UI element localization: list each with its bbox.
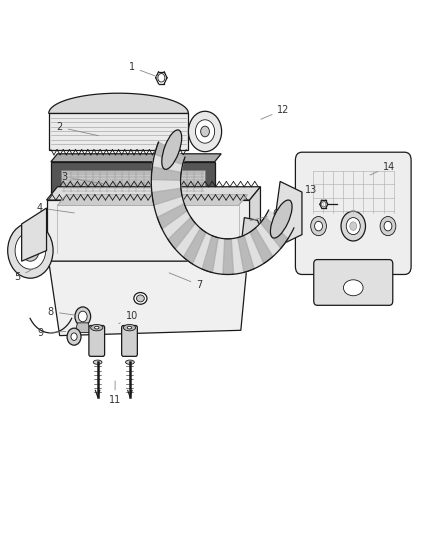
Circle shape	[15, 232, 46, 269]
Circle shape	[341, 211, 365, 241]
Ellipse shape	[137, 295, 145, 302]
Text: 12: 12	[261, 104, 290, 119]
Text: 9: 9	[38, 328, 66, 338]
Circle shape	[75, 307, 91, 326]
Polygon shape	[49, 114, 188, 150]
Polygon shape	[242, 217, 262, 241]
Text: 4: 4	[37, 203, 74, 213]
Circle shape	[346, 217, 360, 235]
Ellipse shape	[91, 325, 103, 331]
Ellipse shape	[127, 326, 132, 329]
Ellipse shape	[162, 130, 182, 169]
Text: 3: 3	[61, 172, 103, 184]
Ellipse shape	[126, 360, 134, 365]
Polygon shape	[21, 208, 46, 261]
Polygon shape	[261, 217, 288, 248]
Ellipse shape	[95, 326, 99, 329]
Circle shape	[67, 328, 81, 345]
Circle shape	[71, 333, 77, 341]
FancyBboxPatch shape	[89, 326, 105, 357]
Polygon shape	[49, 93, 188, 114]
Text: 11: 11	[109, 381, 121, 406]
Polygon shape	[51, 154, 221, 162]
FancyBboxPatch shape	[314, 260, 393, 305]
Text: 5: 5	[14, 268, 35, 282]
Ellipse shape	[270, 200, 292, 238]
Circle shape	[321, 201, 326, 207]
Ellipse shape	[134, 293, 147, 304]
FancyBboxPatch shape	[122, 326, 138, 357]
Polygon shape	[49, 261, 247, 336]
Circle shape	[195, 120, 215, 143]
Text: 10: 10	[119, 311, 138, 324]
FancyBboxPatch shape	[60, 170, 205, 193]
Polygon shape	[238, 235, 254, 272]
Ellipse shape	[124, 325, 136, 331]
Circle shape	[188, 111, 222, 152]
Polygon shape	[250, 228, 273, 263]
Polygon shape	[202, 236, 218, 272]
Text: 7: 7	[169, 273, 202, 290]
Polygon shape	[57, 195, 247, 205]
Polygon shape	[46, 200, 250, 261]
Text: 8: 8	[48, 306, 74, 317]
Text: 6: 6	[250, 209, 279, 221]
Circle shape	[8, 223, 53, 278]
FancyBboxPatch shape	[295, 152, 411, 274]
Text: 13: 13	[304, 185, 321, 201]
Polygon shape	[168, 217, 195, 249]
Circle shape	[350, 222, 357, 230]
Polygon shape	[151, 142, 294, 274]
Polygon shape	[276, 181, 302, 245]
Circle shape	[78, 311, 87, 322]
Polygon shape	[75, 323, 91, 333]
Circle shape	[380, 216, 396, 236]
Circle shape	[21, 240, 39, 261]
FancyBboxPatch shape	[51, 162, 215, 201]
Polygon shape	[157, 204, 187, 229]
Text: 14: 14	[370, 161, 396, 175]
Ellipse shape	[343, 280, 363, 296]
Text: 1: 1	[129, 62, 157, 77]
Ellipse shape	[93, 360, 102, 365]
Polygon shape	[250, 187, 261, 261]
Polygon shape	[46, 187, 261, 200]
Circle shape	[384, 221, 392, 231]
Polygon shape	[184, 228, 206, 264]
Circle shape	[201, 126, 209, 137]
Polygon shape	[152, 167, 181, 180]
Circle shape	[314, 221, 322, 231]
Circle shape	[158, 74, 165, 82]
Polygon shape	[223, 239, 233, 274]
Polygon shape	[152, 188, 182, 205]
Circle shape	[311, 216, 326, 236]
Polygon shape	[155, 142, 185, 165]
Text: 2: 2	[57, 122, 99, 136]
